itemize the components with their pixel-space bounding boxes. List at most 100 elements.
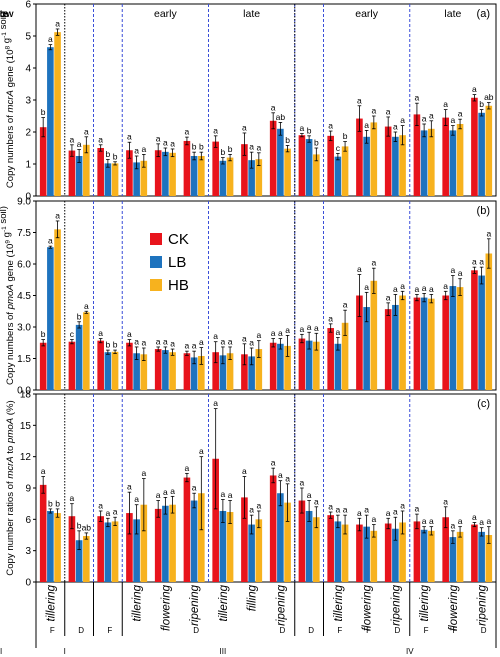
bar-ck bbox=[39, 342, 47, 390]
panel-tag: (c) bbox=[477, 398, 490, 410]
significance-letter: a bbox=[48, 34, 53, 44]
stage-label: tillering bbox=[333, 584, 345, 621]
significance-letter: a bbox=[336, 327, 341, 337]
water-regime-label: D bbox=[481, 626, 487, 635]
significance-letter: a bbox=[221, 489, 226, 499]
bar-hb bbox=[399, 522, 406, 582]
stage-label: ripening bbox=[275, 584, 287, 626]
bar-ck bbox=[413, 114, 421, 196]
significance-letter: a bbox=[285, 325, 290, 335]
y-tick-label: 0 bbox=[25, 192, 31, 203]
significance-letter: a bbox=[300, 324, 305, 334]
bar-lb bbox=[219, 355, 227, 390]
bar-lb bbox=[248, 356, 255, 390]
significance-letter: a bbox=[163, 336, 168, 346]
stage-label: ripening bbox=[189, 584, 201, 626]
water-regime-label: D bbox=[78, 626, 84, 635]
significance-letter: a bbox=[285, 473, 290, 483]
bar-ck bbox=[241, 354, 248, 390]
bar-hb bbox=[313, 517, 320, 582]
water-regime-label: D bbox=[394, 626, 400, 635]
significance-letter: a bbox=[221, 336, 226, 346]
bar-ck bbox=[269, 475, 277, 582]
y-tick-label: 3 bbox=[25, 546, 31, 557]
bar-lb bbox=[363, 307, 370, 390]
stage-label: tillering bbox=[419, 584, 431, 621]
bar-lb bbox=[219, 160, 227, 196]
bar-ck bbox=[212, 458, 219, 582]
significance-letter: a bbox=[429, 516, 434, 526]
significance-letter: b bbox=[113, 151, 118, 161]
bar-lb bbox=[420, 297, 428, 390]
significance-letter: a bbox=[98, 134, 103, 144]
significance-letter: a bbox=[213, 125, 218, 135]
significance-letter: a bbox=[185, 341, 190, 351]
y-tick-label: 7.5 bbox=[17, 228, 31, 239]
legend-label-ck: CK bbox=[168, 231, 189, 248]
significance-letter: b bbox=[192, 142, 197, 152]
stage-label: flowering bbox=[448, 584, 460, 631]
significance-letter: a bbox=[163, 487, 168, 497]
water-regime-label: F bbox=[452, 626, 457, 635]
bar-lb bbox=[133, 353, 140, 390]
significance-letter: a bbox=[70, 134, 75, 144]
significance-letter: a bbox=[199, 337, 204, 347]
significance-letter: b bbox=[41, 107, 46, 117]
significance-letter: a bbox=[422, 114, 427, 124]
bar-ck bbox=[68, 516, 76, 582]
bar-lb bbox=[420, 529, 428, 582]
bar-hb bbox=[341, 146, 349, 196]
y-axis-label: Copy numbers of mcrA gene (108 g-1 soil) bbox=[0, 12, 16, 188]
stage-label: tillering bbox=[218, 584, 230, 621]
bar-hb bbox=[198, 355, 205, 390]
significance-letter: a bbox=[415, 504, 420, 514]
significance-letter: a bbox=[371, 106, 376, 116]
significance-letter: a bbox=[336, 505, 341, 515]
significance-letter: ab bbox=[82, 522, 92, 532]
bar-hb bbox=[456, 124, 464, 196]
bar-ck bbox=[356, 524, 363, 582]
y-tick-label: 1 bbox=[25, 160, 31, 171]
y-tick-label: 15 bbox=[20, 421, 32, 432]
significance-letter: a bbox=[451, 520, 456, 530]
significance-letter: a bbox=[156, 133, 161, 143]
significance-letter: a bbox=[472, 257, 477, 267]
bar-hb bbox=[428, 530, 435, 582]
bar-hb bbox=[226, 512, 234, 582]
bar-lb bbox=[420, 130, 428, 196]
significance-letter: a bbox=[307, 322, 312, 332]
bar-hb bbox=[140, 160, 148, 196]
significance-letter: a bbox=[242, 466, 247, 476]
significance-letter: a bbox=[242, 122, 247, 132]
cycle-label: II bbox=[0, 647, 2, 656]
bar-ck bbox=[154, 150, 162, 196]
significance-letter: a bbox=[106, 508, 111, 518]
bar-lb bbox=[277, 343, 284, 390]
bar-lb bbox=[162, 505, 169, 582]
bar-lb bbox=[47, 247, 54, 390]
bar-ck bbox=[327, 328, 334, 390]
stage-label: filling bbox=[247, 584, 259, 611]
bar-lb bbox=[305, 340, 313, 390]
significance-letter: a bbox=[307, 490, 312, 500]
significance-letter: a bbox=[249, 338, 254, 348]
significance-letter: a bbox=[185, 127, 190, 137]
legend-label-hb: HB bbox=[168, 277, 189, 294]
bar-hb bbox=[284, 148, 291, 196]
significance-letter: a bbox=[458, 109, 463, 119]
bar-hb bbox=[399, 135, 406, 196]
bar-ck bbox=[384, 126, 392, 196]
significance-letter: a bbox=[271, 458, 276, 468]
significance-letter: b bbox=[106, 149, 111, 159]
bar-lb bbox=[334, 521, 342, 582]
bar-lb bbox=[478, 531, 485, 582]
stage-label: ripening bbox=[390, 584, 402, 626]
season-label: fallow bbox=[0, 8, 14, 20]
significance-letter: a bbox=[479, 517, 484, 527]
significance-letter: a bbox=[134, 146, 139, 156]
bar-hb bbox=[140, 504, 148, 582]
significance-letter: a bbox=[357, 508, 362, 518]
significance-letter: b bbox=[221, 147, 226, 157]
significance-letter: a bbox=[451, 265, 456, 275]
water-regime-label: F bbox=[366, 626, 371, 635]
